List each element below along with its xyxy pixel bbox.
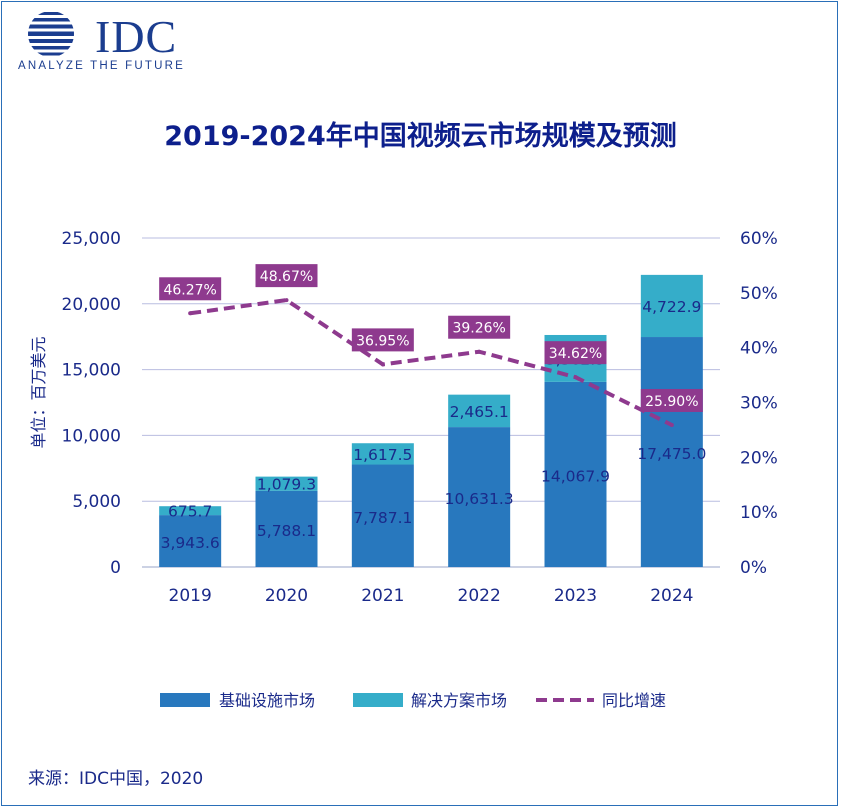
y-axis-title: 单位：百万美元 <box>29 336 48 448</box>
growth-line <box>189 298 673 427</box>
source-note: 来源：IDC中国，2020 <box>28 769 204 789</box>
bar-infrastructure <box>255 490 318 567</box>
growth-point <box>188 311 193 316</box>
bar-infrastructure-label: 5,788.1 <box>257 522 316 540</box>
growth-point <box>380 362 385 367</box>
bar-solution-label: 675.7 <box>168 503 212 521</box>
growth-point <box>573 375 578 380</box>
bar-infrastructure <box>448 427 511 567</box>
legend-label-solution: 解决方案市场 <box>411 691 507 710</box>
bar-infrastructure-label: 3,943.6 <box>161 534 220 552</box>
bar-infrastructure-label: 14,067.9 <box>541 467 610 485</box>
legend-swatch-infrastructure <box>160 693 210 707</box>
bar-solution <box>640 274 703 338</box>
growth-label-box <box>448 315 511 339</box>
logo-wordmark: IDC <box>95 11 178 62</box>
y-tick-label: 20,000 <box>62 295 121 315</box>
idc-logo: IDC ANALYZE THE FUTURE <box>18 10 198 73</box>
growth-label: 48.67% <box>260 269 313 285</box>
y-tick-label: 25,000 <box>62 229 121 249</box>
bar-solution-label: 4,722.9 <box>642 298 701 316</box>
y2-tick-label: 0% <box>740 558 767 578</box>
bar-infrastructure <box>544 381 607 567</box>
bar-infrastructure-label: 17,475.0 <box>637 445 706 463</box>
bar-infrastructure <box>351 464 414 567</box>
legend-swatch-solution <box>353 693 403 707</box>
x-tick-label: 2024 <box>650 586 693 606</box>
bar-solution <box>351 443 414 465</box>
growth-label-box <box>351 328 414 352</box>
growth-label-box <box>544 341 607 365</box>
growth-label: 39.26% <box>452 321 505 337</box>
growth-label: 36.95% <box>356 333 409 349</box>
y2-tick-label: 40% <box>740 339 778 359</box>
bar-infrastructure-label: 10,631.3 <box>445 490 514 508</box>
y2-tick-label: 50% <box>740 284 778 304</box>
bar-solution-label: 1,617.5 <box>353 446 412 464</box>
legend-label-growth: 同比增速 <box>602 691 666 710</box>
bar-solution <box>448 394 511 428</box>
growth-label: 46.27% <box>163 282 216 298</box>
bar-solution-label: 1,079.3 <box>257 476 316 494</box>
x-tick-label: 2019 <box>169 586 212 606</box>
y2-tick-label: 60% <box>740 229 778 249</box>
y-tick-label: 5,000 <box>72 492 121 512</box>
y2-tick-label: 20% <box>740 448 778 468</box>
bar-solution <box>255 476 318 491</box>
x-tick-label: 2020 <box>265 586 308 606</box>
growth-point <box>669 422 674 427</box>
y2-tick-label: 10% <box>740 503 778 523</box>
y-tick-label: 15,000 <box>62 361 121 381</box>
x-tick-label: 2021 <box>361 586 404 606</box>
legend-label-infrastructure: 基础设施市场 <box>219 691 315 710</box>
growth-point <box>477 349 482 354</box>
bar-solution <box>159 506 222 516</box>
x-tick-label: 2023 <box>554 586 597 606</box>
chart-title: 2019-2024年中国视频云市场规模及预测 <box>164 121 677 152</box>
bar-solution-label: 2,465.1 <box>450 403 509 421</box>
x-tick-label: 2022 <box>458 586 501 606</box>
growth-label: 25.90% <box>645 394 698 410</box>
growth-label-box <box>159 277 222 301</box>
logo-tagline: ANALYZE THE FUTURE <box>18 60 185 72</box>
growth-label-box <box>255 264 318 288</box>
y-tick-label: 0 <box>110 558 121 578</box>
bar-infrastructure <box>159 515 222 567</box>
globe-icon <box>28 12 74 56</box>
y2-tick-label: 30% <box>740 394 778 414</box>
bar-infrastructure-label: 7,787.1 <box>353 509 412 527</box>
growth-label-box <box>640 388 703 412</box>
y-tick-label: 10,000 <box>62 426 121 446</box>
growth-label: 34.62% <box>549 346 602 362</box>
growth-point <box>284 298 289 303</box>
bar-infrastructure <box>640 337 703 567</box>
